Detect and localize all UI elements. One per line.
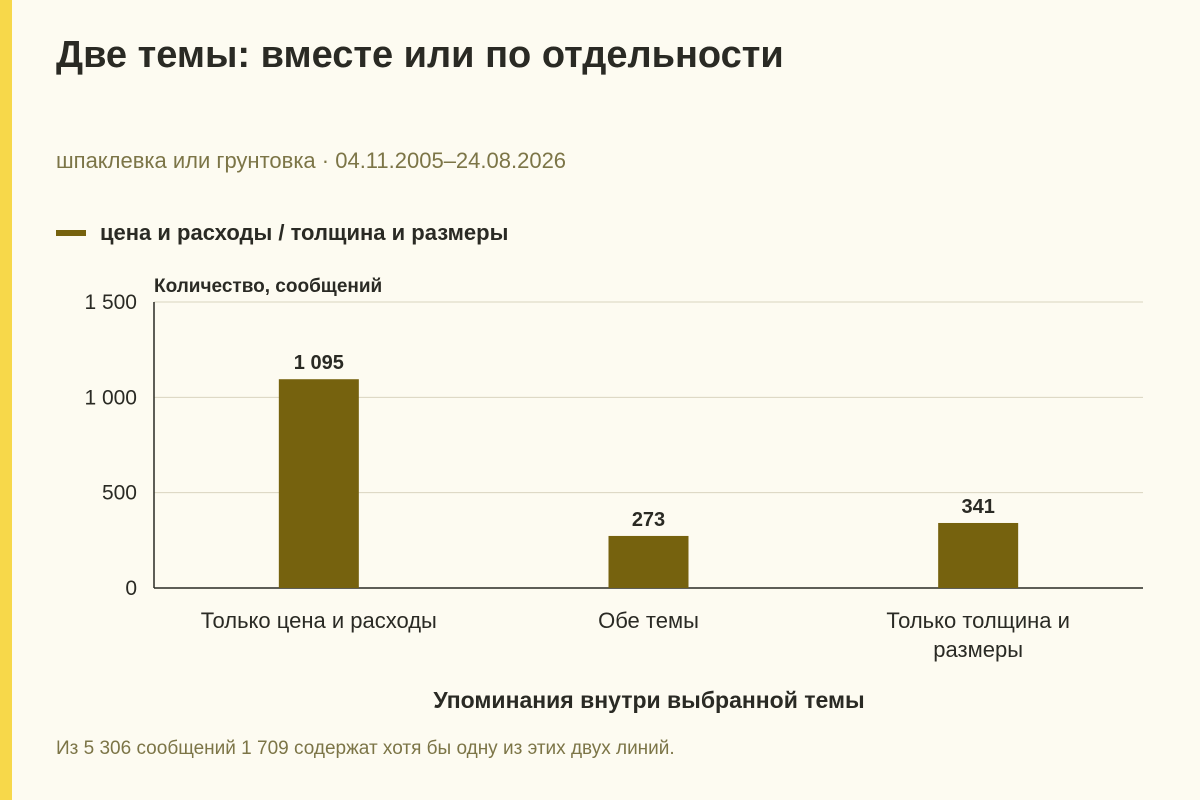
chart-subtitle: шпаклевка или грунтовка · 04.11.2005–24.… — [56, 148, 567, 173]
bar — [278, 379, 359, 588]
bar-layer — [278, 379, 1019, 588]
bar-value-label: 1 095 — [294, 352, 344, 374]
x-tick-label: Только толщина и размеры — [886, 608, 1070, 662]
bar-value-label: 341 — [961, 496, 994, 518]
y-axis-label: Количество, сообщений — [154, 276, 382, 297]
chart-title: Две темы: вместе или по отдельности — [56, 34, 784, 76]
bar — [608, 535, 689, 588]
x-axis-label: Упоминания внутри выбранной темы — [433, 687, 864, 713]
y-tick-label: 1 500 — [84, 291, 137, 314]
y-tick-label: 1 000 — [84, 386, 137, 409]
legend: цена и расходы / толщина и размеры — [56, 220, 508, 246]
footnote: Из 5 306 сообщений 1 709 содержат хотя б… — [56, 738, 675, 759]
legend-label: цена и расходы / толщина и размеры — [100, 220, 509, 245]
bar-value-label: 273 — [632, 509, 665, 531]
legend-swatch — [56, 230, 86, 236]
y-tick-label: 500 — [102, 482, 137, 505]
x-tick-label: Обе темы — [598, 608, 699, 633]
accent-bar — [0, 0, 12, 800]
y-tick-label: 0 — [125, 577, 137, 600]
label-layer: 0 500 1 000 1 500 1 095 Только цена и расходы… — [84, 291, 1070, 662]
bar — [938, 522, 1019, 588]
x-tick-label: Только цена и расходы — [201, 608, 437, 633]
